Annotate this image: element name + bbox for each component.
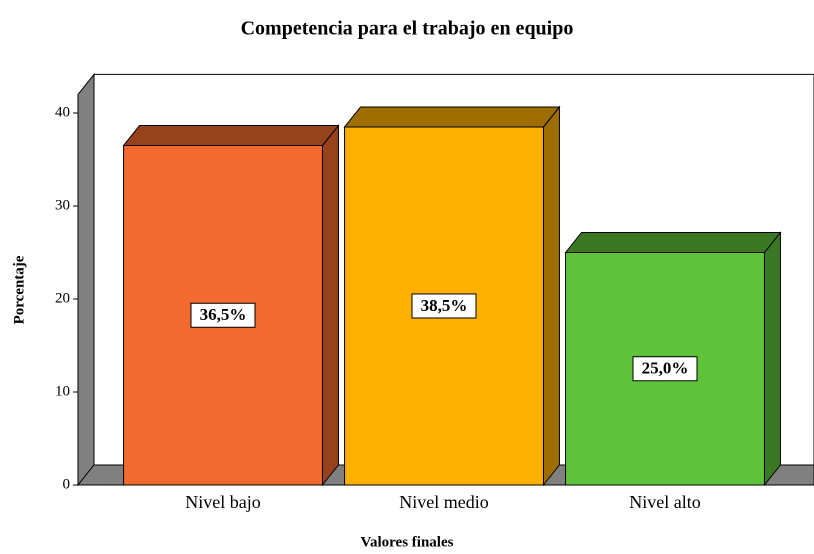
x-tick-label: Nivel bajo (185, 492, 260, 512)
x-tick-label: Nivel alto (629, 492, 700, 512)
value-label-box (632, 356, 698, 382)
bar-side (542, 105, 560, 487)
chart-title: Competencia para el trabajo en equipo (241, 18, 574, 40)
value-label-box (411, 293, 477, 319)
value-label: 25,0% (642, 359, 689, 378)
y-tick-label: 0 (63, 476, 71, 492)
y-tick-label: 10 (55, 383, 70, 399)
value-label-box (190, 302, 256, 328)
bar-top (122, 125, 340, 147)
x-axis-label: Valores finales (361, 534, 454, 550)
bar-side (763, 231, 781, 487)
bar-side (321, 124, 339, 487)
value-label: 38,5% (421, 296, 468, 315)
x-tick-label: Nivel medio (399, 492, 488, 512)
y-tick-label: 30 (55, 197, 70, 213)
side-wall (77, 72, 95, 487)
y-tick-label: 20 (55, 290, 70, 306)
bar (122, 124, 340, 487)
y-axis-label: Porcentaje (11, 255, 27, 324)
value-label: 36,5% (200, 305, 247, 324)
y-tick-label: 40 (55, 104, 70, 120)
bar-top (564, 232, 782, 253)
bar-top (343, 106, 561, 128)
